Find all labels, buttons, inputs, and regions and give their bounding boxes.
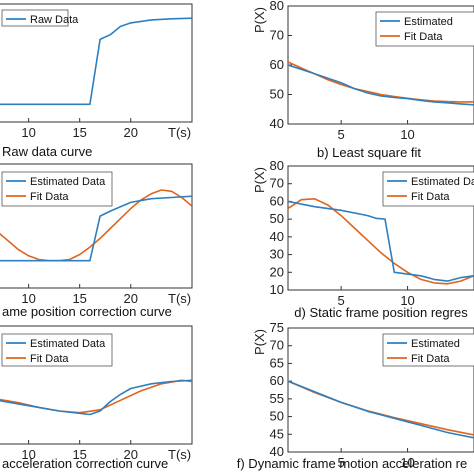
y-tick-label: 80 [270, 0, 284, 13]
x-tick-label: 5 [338, 293, 345, 308]
legend-entry: Raw Data [30, 14, 79, 26]
series-group [288, 61, 474, 106]
legend-box [375, 11, 474, 47]
series-group [288, 380, 474, 439]
series-line-estimated [288, 64, 474, 106]
x-axis-label: T(s) [168, 447, 191, 462]
y-tick-label: 30 [270, 247, 284, 262]
legend-box [1, 333, 113, 367]
y-tick-label: 10 [270, 282, 284, 297]
y-tick-label: 55 [270, 391, 284, 406]
panel-caption: b) Least square fit [317, 145, 421, 160]
y-tick-label: 60 [270, 193, 284, 208]
x-tick-label: 10 [400, 455, 414, 470]
y-axis-label: P(X) [252, 329, 267, 355]
series-line-fit-data [0, 379, 192, 414]
legend: Estimated Fit Data [375, 11, 474, 47]
y-tick-label: 50 [270, 211, 284, 226]
y-tick-label: 75 [270, 320, 284, 335]
legend-box [1, 171, 113, 207]
axis-frame [0, 3, 193, 123]
axis-frame [0, 163, 193, 289]
x-tick-label: 10 [400, 127, 414, 142]
axis-frame [287, 165, 474, 291]
y-tick-label: 60 [270, 373, 284, 388]
panel-caption: d) Static frame position regres [294, 305, 468, 320]
y-axis-label: P(X) [252, 167, 267, 193]
panel-caption: f) Dynamic frame motion acceleration re [237, 456, 467, 471]
legend: Estimated Data Fit Data [1, 333, 113, 367]
legend-entry: Fit Data [30, 353, 69, 365]
y-tick-label: 45 [270, 426, 284, 441]
chart-panel-e: 10 15 20 T(s) Estimated Data Fit Data accelera… [0, 325, 193, 471]
legend-entry: Estimated Data [30, 338, 106, 350]
panel-caption: Raw data curve [2, 144, 92, 159]
y-tick-label: 80 [270, 158, 284, 173]
y-tick-label: 40 [270, 229, 284, 244]
x-axis-label: T(s) [168, 125, 191, 140]
series-line-fit-data [288, 198, 474, 285]
x-tick-label: 20 [124, 291, 138, 306]
chart-panel-b: 5 10 40 50 60 70 80P(X) Estimated Fit Data b) Lea… [252, 0, 474, 160]
chart-panel-f: 5 10 40 45 50 55 60 65 70 75P(X) Estimated Fit Data… [237, 320, 474, 471]
legend: Estimated Data Fit Data [1, 171, 113, 207]
axis-frame [0, 325, 193, 445]
panel-caption: acceleration correction curve [2, 456, 168, 471]
x-tick-label: 20 [124, 447, 138, 462]
x-tick-label: 10 [21, 291, 35, 306]
legend-entry: Estimated Data [411, 176, 474, 188]
legend-entry: Estimated [404, 16, 453, 28]
y-tick-label: 65 [270, 355, 284, 370]
legend: Estimated Fit Data [382, 333, 474, 367]
x-tick-label: 15 [72, 447, 86, 462]
series-line-estimated [288, 380, 474, 439]
y-axis-label: P(X) [252, 7, 267, 33]
series-group [288, 198, 474, 285]
series-line-estimated-data [0, 195, 192, 262]
y-tick-label: 60 [270, 57, 284, 72]
x-tick-label: 10 [400, 293, 414, 308]
x-tick-label: 5 [338, 455, 345, 470]
series-line-estimated-data [0, 379, 192, 416]
y-tick-label: 40 [270, 116, 284, 131]
x-tick-label: 15 [72, 291, 86, 306]
x-tick-label: 10 [21, 125, 35, 140]
legend-entry: Fit Data [30, 191, 69, 203]
panel-caption: ame position correction curve [2, 304, 172, 319]
legend-box [382, 333, 474, 367]
legend-entry: Estimated [411, 338, 460, 350]
x-tick-label: 5 [338, 127, 345, 142]
y-tick-label: 70 [270, 28, 284, 43]
series-group [0, 17, 192, 106]
y-tick-label: 70 [270, 176, 284, 191]
y-tick-label: 40 [270, 444, 284, 459]
legend-entry: Fit Data [411, 191, 450, 203]
chart-panel-a: 10 15 20 T(s) Raw Data Raw data curve [0, 3, 193, 159]
y-tick-label: 20 [270, 264, 284, 279]
series-line-raw-data [0, 17, 192, 106]
y-tick-label: 50 [270, 87, 284, 102]
x-axis-label: T(s) [168, 291, 191, 306]
legend-entry: Fit Data [411, 353, 450, 365]
legend-box [382, 171, 474, 207]
series-line-estimated-data [288, 200, 474, 282]
series-line-fit-data [0, 189, 192, 262]
series-group [0, 189, 192, 262]
x-tick-label: 20 [124, 125, 138, 140]
axis-frame [287, 327, 474, 453]
legend-entry: Estimated Data [30, 176, 106, 188]
x-tick-label: 15 [72, 125, 86, 140]
legend-box [1, 9, 69, 27]
series-line-fit-data [288, 380, 474, 436]
chart-panel-d: 5 10 10 20 30 40 50 60 70 80P(X) Estimated Data Fit… [252, 158, 474, 320]
x-tick-label: 10 [21, 447, 35, 462]
legend-entry: Fit Data [404, 31, 443, 43]
chart-panel-c: 10 15 20 T(s) Estimated Data Fit Data ame posi… [0, 163, 193, 319]
y-tick-label: 50 [270, 409, 284, 424]
series-group [0, 379, 192, 416]
legend: Estimated Data Fit Data [382, 171, 474, 207]
legend: Raw Data [1, 9, 79, 27]
y-tick-label: 70 [270, 338, 284, 353]
